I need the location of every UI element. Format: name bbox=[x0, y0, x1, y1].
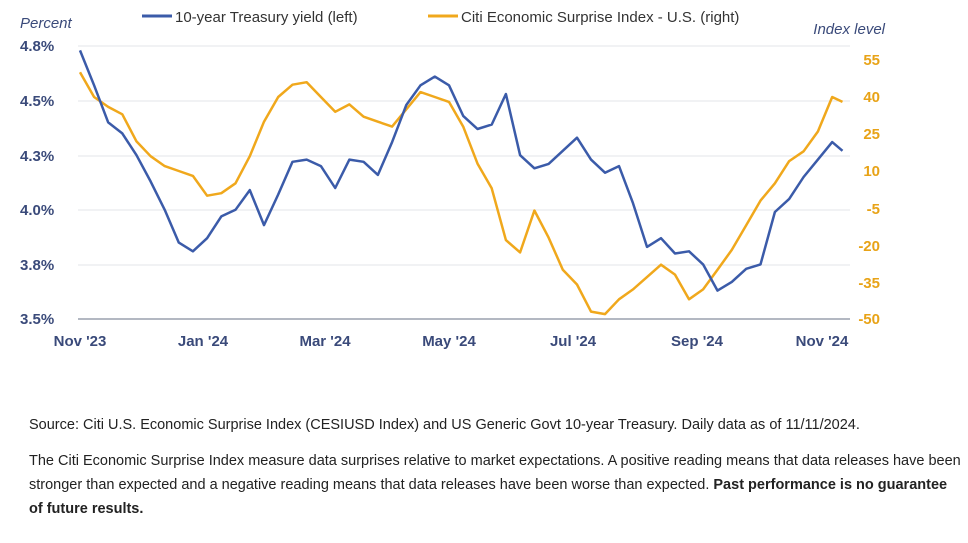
right-tick-label: -50 bbox=[858, 311, 880, 328]
chart-notes: Source: Citi U.S. Economic Surprise Inde… bbox=[29, 413, 964, 521]
left-tick-label: 4.0% bbox=[20, 202, 54, 219]
right-tick-label: 25 bbox=[863, 126, 880, 143]
description-note: The Citi Economic Surprise Index measure… bbox=[29, 449, 964, 521]
x-tick-label: May '24 bbox=[422, 333, 476, 350]
x-tick-label: Jan '24 bbox=[178, 333, 229, 350]
axis-layer: 4.8% 4.5% 4.3% 4.0% 3.8% 3.5% 55 40 25 10 -5 -20 -35… bbox=[20, 38, 880, 350]
dual-axis-line-chart: 4.8% 4.5% 4.3% 4.0% 3.8% 3.5% 55 40 25 10 -5 -20 -35… bbox=[20, 9, 886, 350]
right-tick-label: -20 bbox=[858, 238, 880, 255]
right-tick-label: -5 bbox=[867, 201, 880, 218]
x-tick-label: Jul '24 bbox=[550, 333, 597, 350]
x-tick-label: Mar '24 bbox=[299, 333, 351, 350]
description-text: The Citi Economic Surprise Index measure… bbox=[29, 453, 961, 493]
left-tick-label: 3.5% bbox=[20, 311, 54, 328]
treasury-yield-line bbox=[78, 49, 844, 292]
right-tick-label: -35 bbox=[858, 275, 880, 292]
legend-label-citi: Citi Economic Surprise Index - U.S. (rig… bbox=[461, 9, 739, 26]
right-axis-title: Index level bbox=[813, 21, 885, 38]
citi-surprise-line bbox=[78, 71, 844, 316]
right-tick-label: 40 bbox=[863, 89, 880, 106]
series-layer bbox=[78, 49, 844, 316]
x-tick-label: Nov '24 bbox=[796, 333, 849, 350]
source-note: Source: Citi U.S. Economic Surprise Inde… bbox=[29, 417, 860, 433]
right-tick-label: 10 bbox=[863, 163, 880, 180]
disclaimer-text: Past performance is no guarantee of futu… bbox=[29, 477, 948, 517]
x-tick-label: Sep '24 bbox=[671, 333, 724, 350]
left-tick-label: 4.5% bbox=[20, 93, 54, 110]
left-tick-label: 4.3% bbox=[20, 148, 54, 165]
x-tick-label: Nov '23 bbox=[54, 333, 107, 350]
gridlines bbox=[78, 45, 850, 320]
right-tick-label: 55 bbox=[863, 52, 880, 69]
left-axis-title: Percent bbox=[20, 15, 73, 32]
legend-label-treasury: 10-year Treasury yield (left) bbox=[175, 9, 358, 26]
legend: 10-year Treasury yield (left) Citi Econo… bbox=[142, 9, 739, 26]
left-tick-label: 4.8% bbox=[20, 38, 54, 55]
left-tick-label: 3.8% bbox=[20, 257, 54, 274]
